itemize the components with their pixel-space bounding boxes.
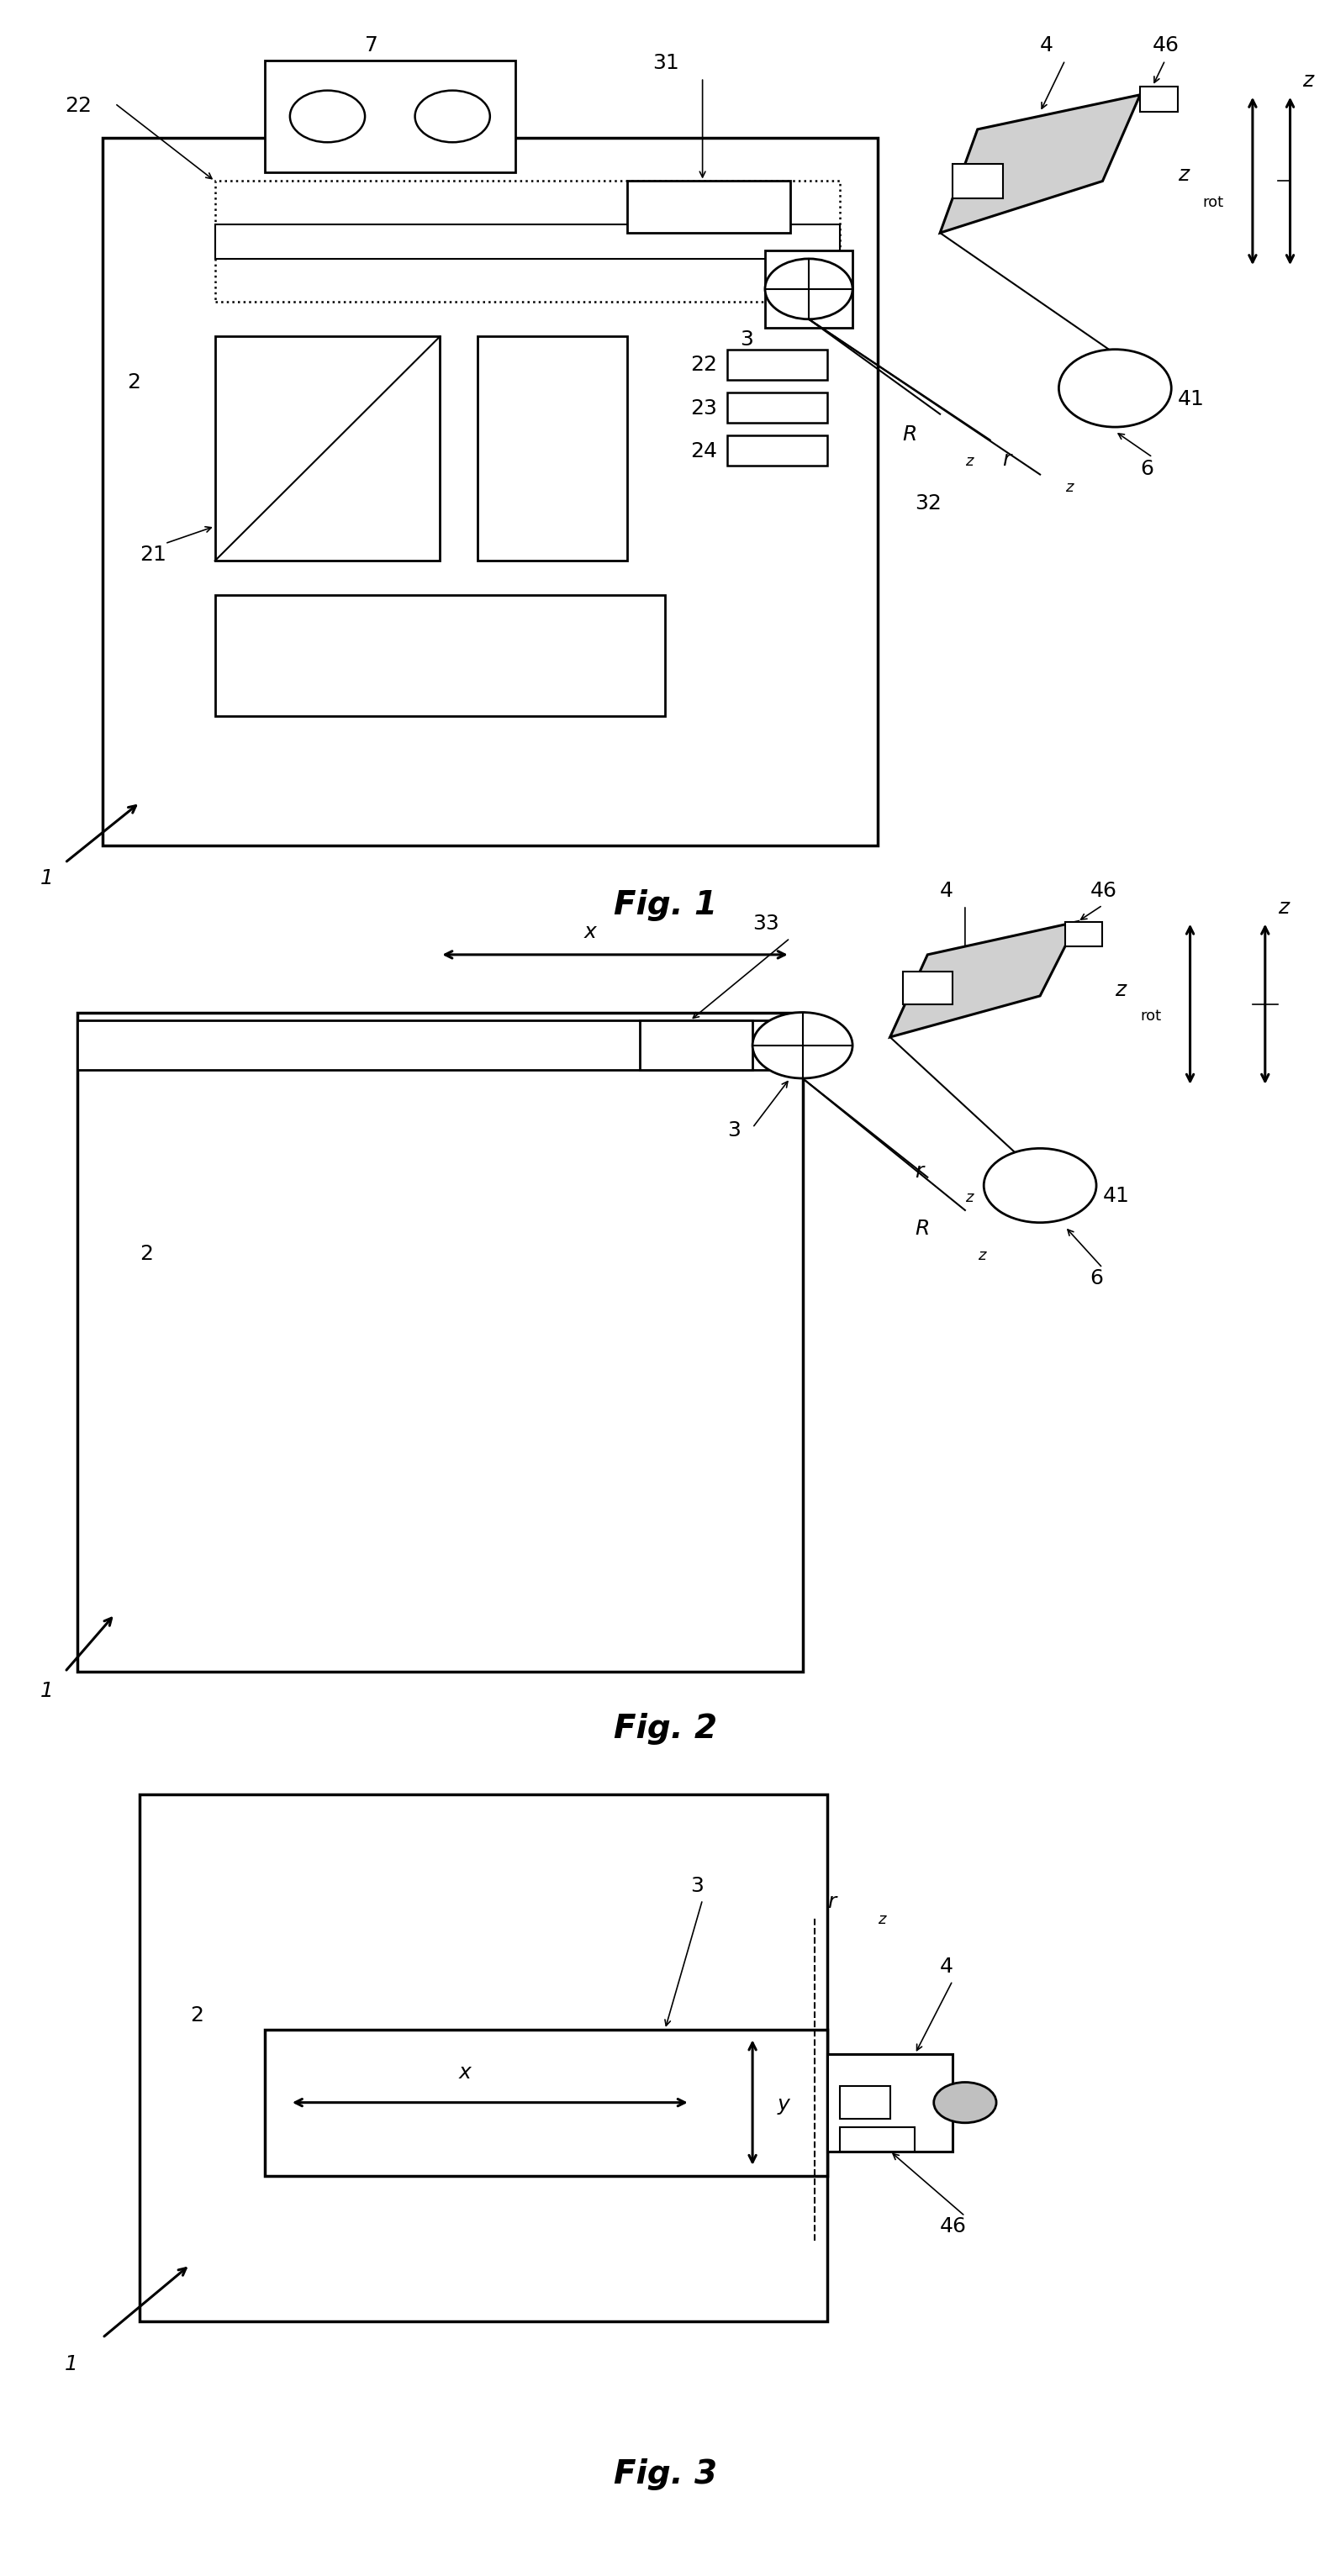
Text: 24: 24 [690, 440, 717, 461]
Text: R: R [903, 425, 918, 443]
Bar [640, 1020, 753, 1069]
Circle shape [753, 1012, 853, 1079]
Bar [841, 2128, 915, 2151]
Text: z: z [966, 1190, 974, 1206]
Bar [728, 350, 827, 379]
Text: rot: rot [1140, 1010, 1161, 1025]
Bar [102, 139, 878, 845]
Circle shape [1059, 350, 1172, 428]
Text: 2: 2 [190, 2007, 203, 2025]
Bar [215, 337, 440, 562]
Bar [265, 59, 515, 173]
Text: 46: 46 [1153, 36, 1180, 57]
Polygon shape [940, 95, 1140, 232]
Circle shape [934, 2081, 996, 2123]
Circle shape [415, 90, 489, 142]
Bar [952, 165, 1003, 198]
Bar [841, 2087, 890, 2117]
Text: 6: 6 [1140, 459, 1153, 479]
Text: z: z [1065, 479, 1073, 495]
Text: 2: 2 [140, 1244, 153, 1265]
Bar [77, 1012, 802, 1672]
Bar [765, 250, 853, 327]
Text: 46: 46 [1091, 881, 1117, 902]
Bar [628, 180, 790, 232]
Text: 7: 7 [364, 36, 378, 57]
Text: z: z [1302, 70, 1314, 90]
Text: r: r [827, 1891, 837, 1911]
Circle shape [984, 1149, 1096, 1224]
Text: 4: 4 [940, 1958, 954, 1976]
Text: 1: 1 [40, 868, 53, 889]
Text: z: z [1177, 165, 1189, 185]
Text: 46: 46 [940, 2215, 967, 2236]
Text: Fig. 1: Fig. 1 [613, 889, 717, 922]
Text: 3: 3 [728, 1121, 741, 1141]
Text: 2: 2 [128, 374, 141, 392]
Text: R: R [915, 1218, 930, 1239]
Bar [215, 224, 841, 258]
Text: 1: 1 [40, 1680, 53, 1700]
Bar [77, 1020, 802, 1069]
Bar [728, 435, 827, 466]
Text: x: x [459, 2063, 471, 2081]
Polygon shape [890, 922, 1077, 1038]
Text: r: r [1003, 451, 1011, 469]
Text: 22: 22 [65, 95, 92, 116]
Text: 22: 22 [690, 355, 717, 376]
Bar [140, 1793, 827, 2321]
Text: z: z [878, 1911, 886, 1927]
Text: Fig. 3: Fig. 3 [613, 2458, 717, 2491]
Bar [1140, 85, 1177, 111]
Bar [215, 595, 665, 716]
Bar [215, 180, 841, 301]
Text: r: r [915, 1162, 923, 1182]
Text: 32: 32 [915, 492, 942, 513]
Text: rot: rot [1202, 196, 1224, 211]
Circle shape [765, 258, 853, 319]
Text: x: x [584, 922, 596, 943]
Text: 4: 4 [940, 881, 954, 902]
Bar [265, 2030, 827, 2177]
Text: z: z [966, 453, 974, 469]
Text: 6: 6 [1091, 1267, 1104, 1288]
Text: 3: 3 [739, 330, 753, 350]
Bar [477, 337, 628, 562]
Text: 4: 4 [1040, 36, 1053, 57]
Text: y: y [778, 2094, 790, 2115]
Text: 3: 3 [690, 1875, 704, 1896]
Text: 1: 1 [65, 2354, 78, 2375]
Circle shape [290, 90, 364, 142]
Text: 23: 23 [690, 399, 717, 417]
Bar [827, 2053, 952, 2151]
Text: z: z [1115, 979, 1127, 999]
Text: Fig. 2: Fig. 2 [613, 1713, 717, 1744]
Bar [1065, 922, 1103, 945]
Text: z: z [978, 1247, 986, 1262]
Text: z: z [1278, 896, 1289, 917]
Text: 31: 31 [653, 54, 680, 72]
Text: 21: 21 [140, 546, 166, 564]
Text: 33: 33 [753, 914, 779, 935]
Bar [903, 971, 952, 1005]
Text: 41: 41 [1103, 1185, 1129, 1206]
Bar [728, 392, 827, 422]
Text: 41: 41 [1177, 389, 1205, 410]
